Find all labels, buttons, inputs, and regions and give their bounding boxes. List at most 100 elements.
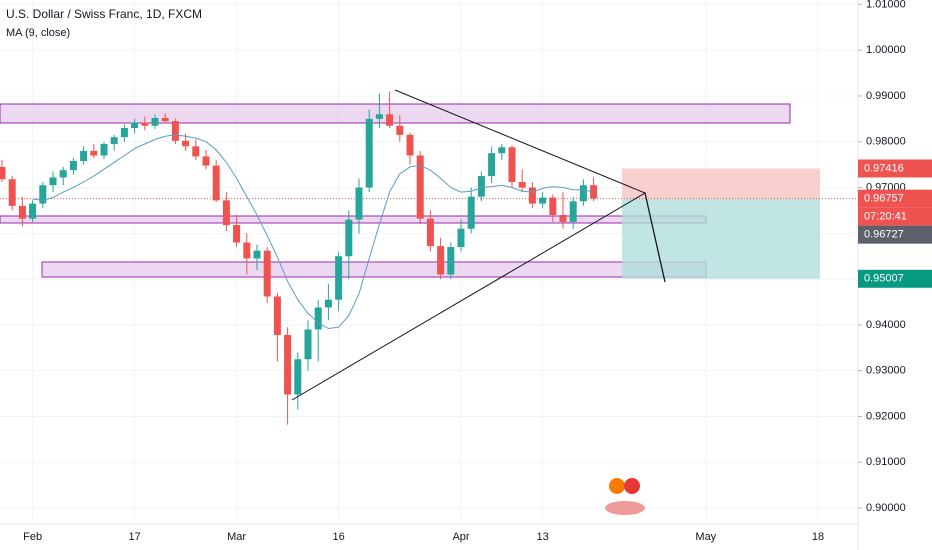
- candle-body: [59, 170, 67, 178]
- candle-body: [182, 140, 190, 147]
- x-tick-label: Apr: [452, 531, 469, 543]
- candle-body: [559, 215, 567, 222]
- candle-body: [49, 177, 57, 186]
- logo: [605, 478, 645, 515]
- logo-icon: [605, 501, 645, 515]
- candle-body: [324, 299, 332, 308]
- chart-title: U.S. Dollar / Swiss Franc, 1D, FXCM: [6, 7, 202, 21]
- price-tags: 0.97416 0.96757 07:20:41 0.96727 0.95007: [858, 159, 932, 288]
- price-tag-label: 0.95007: [864, 273, 904, 285]
- candle-body: [192, 146, 200, 157]
- candle-body: [18, 205, 26, 219]
- x-tick-label: 16: [332, 531, 344, 543]
- candle-body: [100, 144, 108, 156]
- x-tick-label: May: [695, 531, 716, 543]
- candle-body: [549, 197, 557, 216]
- x-tick-label: 17: [128, 531, 140, 543]
- candle-body: [284, 334, 292, 395]
- candle-body: [8, 179, 16, 206]
- candle-body: [171, 121, 179, 141]
- price-tag-label: 0.96757: [864, 193, 904, 205]
- candle-body: [29, 203, 37, 219]
- x-tick-label: 13: [536, 531, 548, 543]
- x-tick-label: Mar: [227, 531, 246, 543]
- x-tick-label: 18: [812, 531, 824, 543]
- candle-body: [120, 128, 128, 138]
- candle-body: [151, 117, 159, 126]
- candle-body: [406, 134, 414, 156]
- y-tick-label: 0.90000: [866, 502, 906, 514]
- candle-body: [141, 122, 149, 126]
- trend-lines: [291, 89, 666, 401]
- y-tick-label: 0.99000: [866, 90, 906, 102]
- candle-body: [426, 218, 434, 247]
- y-tick-label: 0.92000: [866, 410, 906, 422]
- candle-body: [345, 219, 353, 257]
- candle-body: [569, 201, 577, 222]
- candle-body: [263, 250, 271, 297]
- candle-body: [518, 182, 526, 188]
- candle-body: [416, 155, 424, 219]
- triangle: [291, 89, 647, 401]
- candle-body: [335, 256, 343, 300]
- candle-body: [0, 166, 6, 180]
- zone: [0, 103, 791, 124]
- price-tag-label: 07:20:41: [864, 211, 907, 223]
- y-tick-label: 0.94000: [866, 319, 906, 331]
- candle-body: [579, 185, 587, 202]
- price-tag: [858, 269, 932, 288]
- candle-body: [365, 118, 373, 188]
- price-tag-label: 0.96727: [864, 229, 904, 241]
- candle-body: [80, 150, 88, 161]
- y-tick-label: 1.01000: [866, 0, 906, 10]
- price-tag: [858, 189, 932, 208]
- price-tag: [858, 225, 932, 244]
- candle-body: [253, 250, 261, 259]
- price-tag: [858, 207, 932, 226]
- candle-body: [233, 225, 241, 243]
- price-tag-label: 0.97416: [864, 162, 904, 174]
- drawings: [0, 103, 791, 278]
- candle-body: [508, 147, 516, 183]
- projection: [644, 192, 666, 283]
- candle-body: [202, 156, 210, 166]
- candle-body: [273, 296, 281, 335]
- candles: [0, 91, 598, 425]
- candle-body: [222, 200, 230, 226]
- candle-body: [396, 125, 404, 135]
- candle-body: [467, 196, 475, 229]
- price-tag: [858, 159, 932, 178]
- candle-body: [304, 329, 312, 360]
- logo-icon: [624, 478, 640, 494]
- candle-body: [386, 114, 394, 126]
- target-zone: [622, 198, 820, 279]
- candle-body: [39, 185, 47, 204]
- candle-body: [69, 160, 77, 171]
- y-tick-label: 0.93000: [866, 365, 906, 377]
- logo-icon: [609, 478, 625, 494]
- candle-body: [447, 247, 455, 275]
- candle-body: [488, 153, 496, 177]
- x-tick-label: Feb: [23, 531, 42, 543]
- y-tick-label: 0.91000: [866, 456, 906, 468]
- candle-body: [314, 307, 322, 330]
- candle-body: [498, 147, 506, 154]
- candle-body: [212, 165, 220, 201]
- candle-body: [375, 114, 383, 119]
- candle-body: [457, 228, 465, 248]
- candle-body: [90, 150, 98, 156]
- zone: [41, 261, 707, 278]
- candle-body: [243, 242, 251, 259]
- candle-body: [131, 122, 139, 129]
- candle-body: [528, 187, 536, 204]
- candle-body: [539, 197, 547, 204]
- candle-body: [110, 137, 118, 145]
- candle-body: [477, 176, 485, 197]
- stop-zone: [622, 168, 820, 199]
- y-tick-label: 1.00000: [866, 44, 906, 56]
- y-tick-label: 0.98000: [866, 136, 906, 148]
- candle-body: [161, 117, 169, 122]
- candle-body: [294, 359, 302, 395]
